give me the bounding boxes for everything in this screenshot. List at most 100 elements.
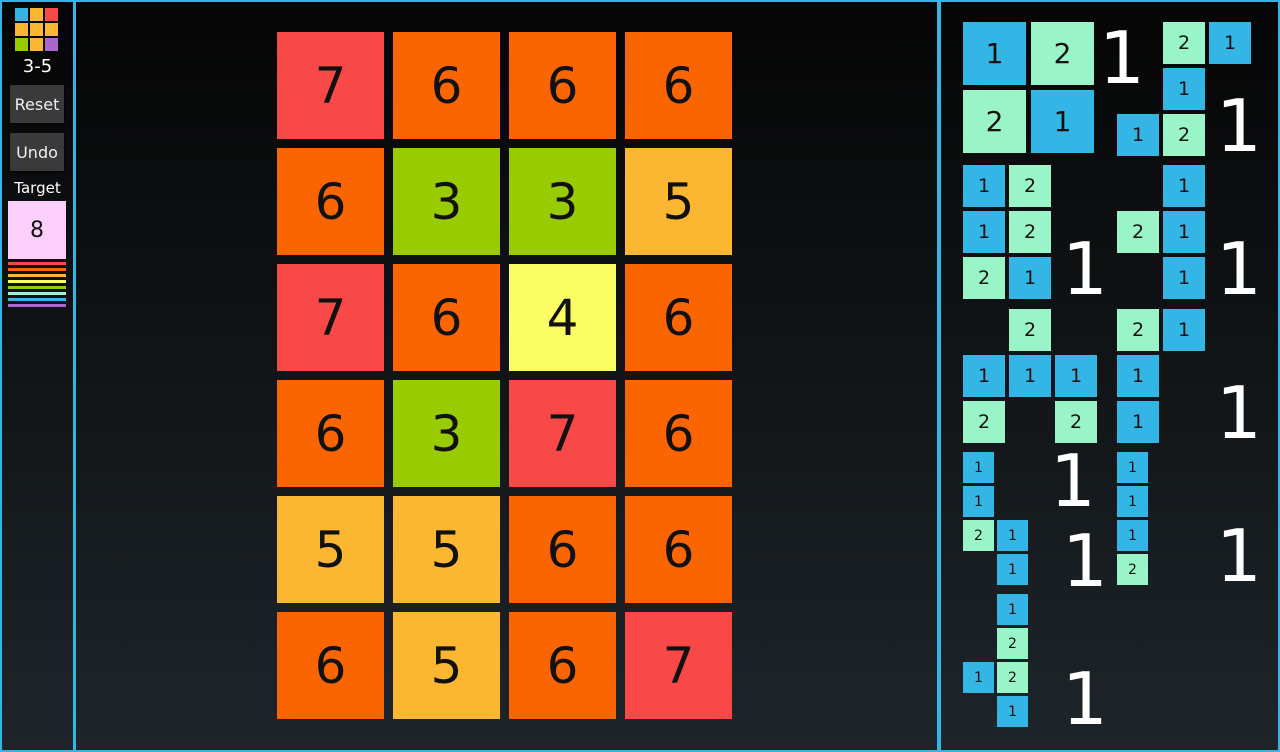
board-tile[interactable]: 5: [393, 612, 500, 719]
board-tile[interactable]: 6: [277, 380, 384, 487]
legend-stripe: [8, 298, 66, 301]
piece-cell[interactable]: 2: [1009, 309, 1051, 351]
board-tile[interactable]: 6: [625, 496, 732, 603]
piece-cell[interactable]: 2: [997, 662, 1028, 693]
piece-cell[interactable]: 2: [1117, 554, 1148, 585]
piece-cell[interactable]: 1: [997, 594, 1028, 625]
board-tile[interactable]: 6: [393, 264, 500, 371]
piece-cell[interactable]: 1: [1055, 355, 1097, 397]
piece-cell[interactable]: 2: [1009, 211, 1051, 253]
piece-cell[interactable]: 2: [963, 401, 1005, 443]
board-tile[interactable]: 6: [509, 32, 616, 139]
piece-count: 1: [1062, 227, 1108, 311]
pieces-panel: [937, 0, 1280, 752]
piece-cell[interactable]: 1: [1163, 211, 1205, 253]
board-tile[interactable]: 6: [509, 496, 616, 603]
piece-cell[interactable]: 2: [997, 628, 1028, 659]
piece-cell[interactable]: 1: [963, 22, 1026, 85]
board-tile[interactable]: 7: [625, 612, 732, 719]
board-tile[interactable]: 6: [625, 380, 732, 487]
piece-count: 1: [1099, 16, 1145, 100]
board-tile[interactable]: 5: [393, 496, 500, 603]
piece-cell[interactable]: 1: [1117, 355, 1159, 397]
piece-cell[interactable]: 1: [963, 452, 994, 483]
piece-cell[interactable]: 1: [1209, 22, 1251, 64]
piece-count: 1: [1062, 519, 1108, 603]
reset-button[interactable]: Reset: [10, 85, 64, 123]
legend-stripe: [8, 262, 66, 265]
logo-square: [15, 23, 28, 36]
piece-cell[interactable]: 1: [1163, 68, 1205, 110]
piece-cell[interactable]: 1: [1163, 165, 1205, 207]
piece-cell[interactable]: 2: [1009, 165, 1051, 207]
piece-cell[interactable]: 2: [963, 520, 994, 551]
board-panel: [73, 0, 941, 752]
legend-stripe: [8, 286, 66, 289]
board-tile[interactable]: 3: [509, 148, 616, 255]
board-tile[interactable]: 6: [625, 32, 732, 139]
piece-cell[interactable]: 1: [997, 520, 1028, 551]
piece-cell[interactable]: 1: [1117, 486, 1148, 517]
board-tile[interactable]: 5: [277, 496, 384, 603]
piece-count: 1: [1216, 514, 1262, 598]
board-tile[interactable]: 7: [277, 32, 384, 139]
piece-cell[interactable]: 2: [1163, 114, 1205, 156]
piece-cell[interactable]: 2: [1117, 211, 1159, 253]
board-tile[interactable]: 6: [277, 148, 384, 255]
piece-count: 1: [1216, 227, 1262, 311]
piece-cell[interactable]: 2: [1031, 22, 1094, 85]
legend-stripe: [8, 280, 66, 283]
piece-cell[interactable]: 1: [963, 165, 1005, 207]
board-tile[interactable]: 7: [277, 264, 384, 371]
undo-button[interactable]: Undo: [10, 133, 64, 171]
logo-square: [45, 23, 58, 36]
piece-cell[interactable]: 1: [1117, 520, 1148, 551]
piece-cell[interactable]: 2: [1055, 401, 1097, 443]
legend-stripe: [8, 304, 66, 307]
piece-cell[interactable]: 1: [963, 662, 994, 693]
piece-cell[interactable]: 2: [963, 90, 1026, 153]
app-logo: [15, 8, 59, 52]
target-tile: 8: [8, 201, 66, 259]
left-panel: [0, 0, 76, 752]
logo-square: [15, 38, 28, 51]
piece-cell[interactable]: 1: [997, 696, 1028, 727]
piece-cell[interactable]: 1: [997, 554, 1028, 585]
piece-cell[interactable]: 1: [1009, 257, 1051, 299]
piece-cell[interactable]: 1: [1163, 309, 1205, 351]
board-tile[interactable]: 6: [393, 32, 500, 139]
piece-cell[interactable]: 2: [963, 257, 1005, 299]
legend-stripe: [8, 268, 66, 271]
piece-cell[interactable]: 2: [1117, 309, 1159, 351]
piece-cell[interactable]: 1: [963, 486, 994, 517]
logo-square: [45, 38, 58, 51]
board-tile[interactable]: 3: [393, 380, 500, 487]
piece-cell[interactable]: 1: [1117, 114, 1159, 156]
board-tile[interactable]: 5: [625, 148, 732, 255]
logo-square: [30, 23, 43, 36]
piece-cell[interactable]: 2: [1163, 22, 1205, 64]
piece-count: 1: [1216, 371, 1262, 455]
piece-cell[interactable]: 1: [1117, 401, 1159, 443]
piece-cell[interactable]: 1: [1031, 90, 1094, 153]
piece-cell[interactable]: 1: [1117, 452, 1148, 483]
piece-cell[interactable]: 1: [963, 211, 1005, 253]
board-tile[interactable]: 7: [509, 380, 616, 487]
board-tile[interactable]: 6: [625, 264, 732, 371]
board-tile[interactable]: 6: [277, 612, 384, 719]
legend-stripe: [8, 274, 66, 277]
piece-cell[interactable]: 1: [963, 355, 1005, 397]
piece-count: 1: [1216, 84, 1262, 168]
board-tile[interactable]: 6: [509, 612, 616, 719]
piece-cell[interactable]: 1: [1163, 257, 1205, 299]
board-tile[interactable]: 4: [509, 264, 616, 371]
logo-square: [15, 8, 28, 21]
level-label: 3-5: [22, 56, 53, 77]
legend-stripe: [8, 292, 66, 295]
target-label: Target: [14, 179, 61, 197]
logo-square: [30, 8, 43, 21]
piece-cell[interactable]: 1: [1009, 355, 1051, 397]
piece-count: 1: [1050, 439, 1096, 523]
logo-square: [45, 8, 58, 21]
board-tile[interactable]: 3: [393, 148, 500, 255]
